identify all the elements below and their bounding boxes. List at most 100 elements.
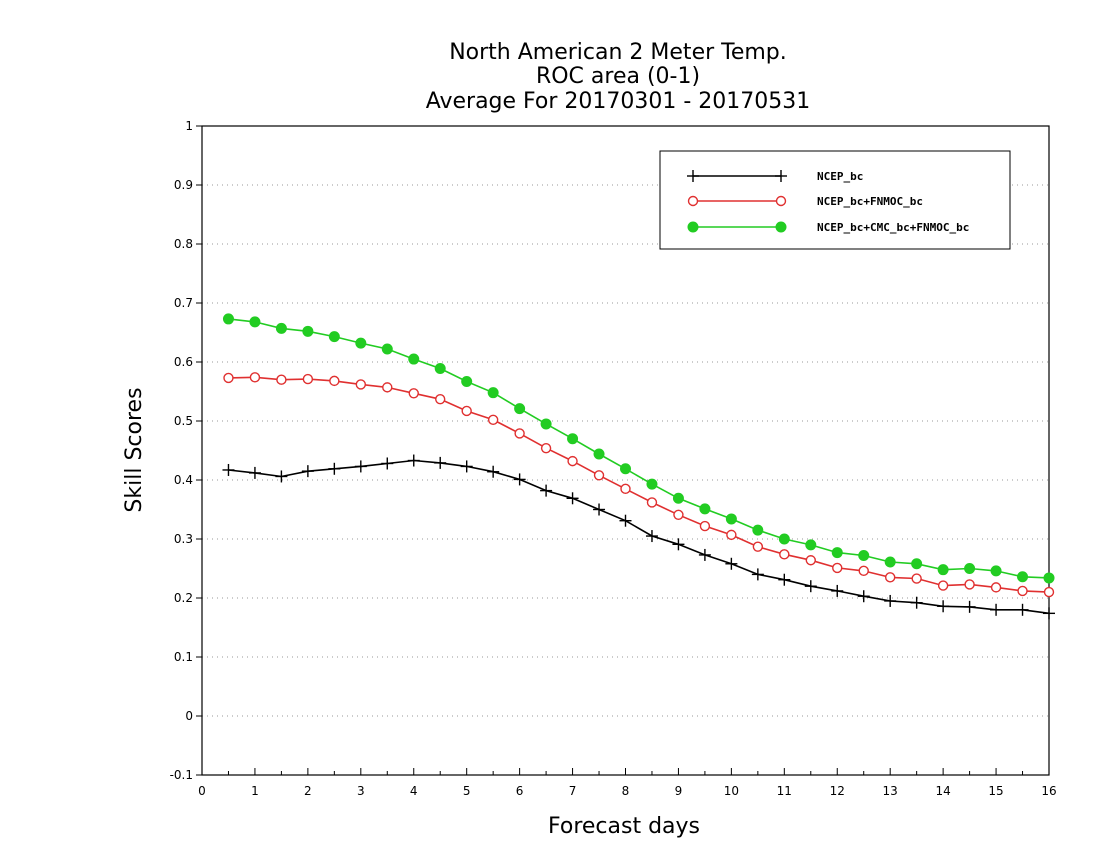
x-tick-label: 4	[410, 784, 418, 798]
data-point	[540, 418, 552, 430]
legend-marker	[687, 170, 699, 182]
data-point	[778, 573, 791, 586]
data-point	[514, 428, 525, 439]
series-2	[223, 372, 1055, 598]
data-point	[487, 387, 499, 399]
data-point	[328, 462, 341, 475]
data-point	[990, 582, 1002, 593]
data-point	[301, 465, 314, 478]
chart-title-line-2: ROC area (0-1)	[536, 64, 700, 89]
y-tick-label: 0.8	[174, 237, 193, 251]
x-tick-label: 2	[304, 784, 312, 798]
data-point	[990, 565, 1002, 577]
data-point	[964, 579, 975, 590]
y-tick-label: 0.6	[174, 355, 193, 369]
chart-title: North American 2 Meter Temp. ROC area (0…	[426, 40, 811, 114]
x-tick-label: 6	[516, 784, 524, 798]
data-point	[805, 539, 817, 551]
data-point	[858, 565, 869, 577]
x-tick-label: 7	[569, 784, 577, 798]
legend: NCEP_bc NCEP_bc+FNMOC_bc NCEP_bc+CMC_bc+FN…	[659, 150, 1011, 250]
series-line	[228, 376, 1050, 593]
data-point	[937, 600, 950, 613]
data-point	[1017, 585, 1028, 597]
data-point	[223, 372, 234, 384]
data-point	[804, 580, 817, 593]
data-point	[593, 470, 605, 481]
data-point	[540, 484, 553, 497]
legend-marker	[775, 170, 787, 182]
data-point	[355, 379, 367, 390]
x-tick-label: 13	[883, 784, 898, 798]
data-point	[248, 466, 261, 479]
data-point	[884, 572, 896, 583]
data-point	[540, 442, 552, 454]
data-point	[725, 513, 737, 525]
data-point	[1043, 586, 1055, 598]
data-point	[805, 555, 816, 566]
data-point	[1016, 603, 1029, 616]
data-point	[487, 465, 500, 478]
x-tick-label: 1	[251, 784, 259, 798]
data-point	[963, 600, 976, 613]
data-point	[434, 456, 447, 469]
legend-marker	[687, 221, 699, 233]
data-point	[222, 313, 234, 325]
data-point	[354, 460, 367, 473]
data-point	[1017, 571, 1029, 583]
data-point	[779, 549, 790, 560]
data-point	[832, 562, 843, 574]
data-point	[329, 375, 340, 387]
data-point	[858, 550, 870, 562]
data-point	[751, 568, 764, 581]
legend-marker	[687, 195, 699, 207]
legend-label: NCEP_bc+FNMOC_bc	[817, 195, 923, 208]
data-point	[275, 470, 288, 483]
data-point	[831, 584, 844, 597]
data-point	[911, 558, 923, 570]
chart-title-line-1: North American 2 Meter Temp.	[449, 40, 787, 65]
data-point	[857, 590, 870, 603]
data-point	[276, 374, 287, 385]
y-tick-label: 0.5	[174, 414, 193, 428]
data-point	[937, 580, 949, 591]
y-tick-label: 0.9	[174, 178, 193, 192]
data-point	[699, 520, 711, 532]
data-point	[593, 448, 605, 460]
data-point	[726, 529, 737, 541]
x-tick-label: 11	[777, 784, 792, 798]
data-point	[434, 362, 446, 374]
x-tick-label: 12	[830, 784, 845, 798]
series-1	[222, 454, 1055, 620]
data-point	[698, 548, 711, 561]
y-tick-label: 0.7	[174, 296, 193, 310]
x-tick-label: 14	[935, 784, 950, 798]
data-point	[461, 405, 472, 417]
data-point	[407, 454, 420, 467]
data-point	[567, 433, 579, 445]
data-point	[646, 478, 658, 490]
data-point	[567, 455, 578, 467]
data-point	[725, 557, 738, 570]
legend-marker	[775, 195, 787, 207]
data-point	[302, 373, 314, 385]
data-point	[672, 492, 684, 504]
legend-label: NCEP_bc+CMC_bc+FNMOC_bc	[817, 221, 969, 234]
data-point	[460, 460, 473, 473]
y-axis-label: Skill Scores	[122, 387, 147, 512]
data-point	[328, 331, 340, 343]
gridlines	[202, 184, 1049, 717]
data-point	[990, 603, 1003, 616]
data-point	[461, 375, 473, 387]
x-tick-label: 9	[675, 784, 683, 798]
data-point	[619, 514, 632, 527]
data-point	[513, 473, 526, 486]
legend-box	[659, 150, 1011, 250]
y-tick-label: 1	[185, 119, 193, 133]
data-point	[620, 483, 631, 495]
data-point	[408, 353, 420, 365]
series-layer	[222, 313, 1055, 620]
data-point	[911, 573, 922, 584]
data-point	[222, 463, 235, 476]
data-point	[381, 343, 393, 355]
